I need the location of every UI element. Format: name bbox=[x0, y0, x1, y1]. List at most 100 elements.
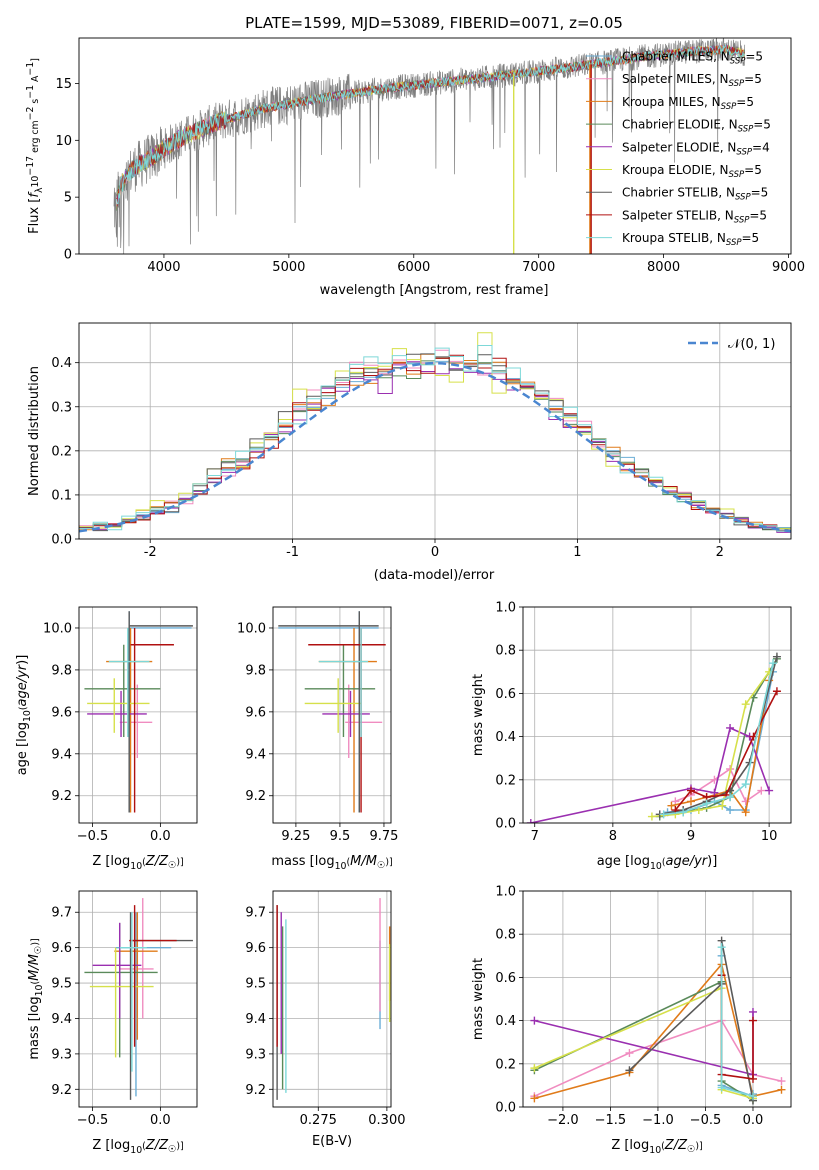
weight-marker bbox=[530, 1016, 539, 1025]
legend-label: Salpeter STELIB, NSSP=5 bbox=[622, 208, 767, 225]
age_weight-ytick-label: 0.8 bbox=[495, 644, 516, 659]
spectrum-panel: 4000 5000 6000 7000 8000 9000 0 5 10 15 Chabrier M… bbox=[25, 37, 805, 298]
weight-marker bbox=[659, 810, 668, 819]
weight-marker bbox=[679, 808, 688, 817]
spectrum-xtick-label: 6000 bbox=[397, 260, 430, 275]
z-weight-panel: −2.0 −1.5 −1.0 −0.5 0.0 0.0 0.2 0.4 0.6 0.8 1.0 Z [… bbox=[471, 885, 792, 1156]
ebv-mass-panel: 0.275 0.300 9.2 9.3 9.4 9.5 9.6 9.7 E(B-V) bbox=[245, 890, 405, 1149]
residuals-xtick-label: -2 bbox=[144, 545, 157, 560]
figure-title: PLATE=1599, MJD=53089, FIBERID=0071, z=0… bbox=[245, 14, 623, 32]
z_weight-frame: −2.0 −1.5 −1.0 −0.5 0.0 0.0 0.2 0.4 0.6 0.8 1.0 Z [… bbox=[471, 885, 792, 1156]
age_weight-xtick-label: 7 bbox=[531, 829, 539, 844]
z_age-xlabel: Z [log10(Z/Z☉)] bbox=[92, 854, 183, 872]
ebv_mass-frame: 0.275 0.300 9.2 9.3 9.4 9.5 9.6 9.7 E(B-V) bbox=[245, 890, 405, 1149]
weight-marker bbox=[772, 652, 781, 661]
residuals-xtick-label: -1 bbox=[286, 545, 299, 560]
weight-marker bbox=[741, 700, 750, 709]
weight-marker bbox=[741, 808, 750, 817]
residuals-xtick-label: 0 bbox=[431, 545, 439, 560]
weight-marker bbox=[625, 1066, 634, 1075]
legend-label: Kroupa ELODIE, NSSP=5 bbox=[622, 163, 762, 180]
spectrum-ytick-label: 0 bbox=[64, 248, 72, 263]
z_weight-xtick-label: 0.0 bbox=[743, 1113, 764, 1128]
weight-marker bbox=[686, 786, 695, 795]
z_weight-ytick-label: 0.6 bbox=[495, 971, 516, 986]
mass_age-plot bbox=[278, 611, 386, 813]
age_weight-xlabel: age [log10(age/yr)] bbox=[597, 854, 718, 872]
normal-reference-curve bbox=[79, 361, 791, 533]
spectrum-frame: 4000 5000 6000 7000 8000 9000 0 5 10 15 Chabrier M… bbox=[25, 37, 805, 298]
z-weight-ylabel: mass weight bbox=[471, 958, 486, 1040]
ebv_mass-xtick-label: 0.300 bbox=[368, 1113, 405, 1128]
legend-label: Chabrier STELIB, NSSP=5 bbox=[622, 186, 768, 203]
z_mass-frame: −0.5 0.0 9.2 9.3 9.4 9.5 9.6 9.7 Z [log10(Z/Z☉)]… bbox=[27, 890, 198, 1156]
weight-marker bbox=[748, 1007, 757, 1016]
weight-marker bbox=[741, 780, 750, 789]
z_age-xtick-label: −0.5 bbox=[77, 829, 109, 844]
z_mass-xtick-label: 0.0 bbox=[150, 1113, 171, 1128]
z_weight-ytick-label: 1.0 bbox=[495, 885, 516, 900]
spectrum-ytick-label: 15 bbox=[55, 77, 72, 92]
z_weight-xtick-label: −0.5 bbox=[690, 1113, 722, 1128]
mass_age-xtick-label: 9.25 bbox=[281, 829, 310, 844]
weight-marker bbox=[769, 659, 778, 668]
ebv_mass-ytick-label: 9.6 bbox=[245, 941, 266, 956]
z_mass-ytick-label: 9.6 bbox=[51, 941, 72, 956]
legend-label: Kroupa STELIB, NSSP=5 bbox=[622, 231, 759, 248]
z_weight-xtick-label: −2.0 bbox=[547, 1113, 579, 1128]
z_weight-xlabel: Z [log10(Z/Z☉)] bbox=[611, 1138, 702, 1156]
weight-marker bbox=[702, 799, 711, 808]
legend-label: Chabrier ELODIE, NSSP=5 bbox=[622, 118, 771, 135]
weight-marker bbox=[748, 1016, 757, 1025]
spectrum-ylabel: Flux [fλ10−17 erg cm−2 s−1 A−1] bbox=[25, 58, 45, 234]
mass_age-grid bbox=[273, 607, 391, 823]
mass_age-xtick-label: 9.75 bbox=[369, 829, 398, 844]
ebv_mass-plot bbox=[276, 898, 391, 1100]
ebv_mass-ytick-label: 9.2 bbox=[245, 1083, 266, 1098]
z_weight-frame-rect bbox=[522, 890, 792, 1108]
residual-histogram bbox=[79, 345, 791, 539]
z_weight-plot bbox=[530, 936, 786, 1105]
spectrum-xtick-label: 5000 bbox=[272, 260, 305, 275]
weight-marker bbox=[748, 1074, 757, 1083]
residuals-ytick-label: 0.3 bbox=[51, 400, 72, 415]
age_weight-xtick-label: 10 bbox=[761, 829, 778, 844]
legend-label: Salpeter MILES, NSSP=5 bbox=[622, 72, 762, 89]
ebv_mass-xtick-label: 0.275 bbox=[300, 1113, 337, 1128]
age_weight-xtick-label: 9 bbox=[687, 829, 695, 844]
weight-marker bbox=[772, 687, 781, 696]
weight-marker bbox=[530, 1094, 539, 1103]
z_mass-ylabel: mass [log10(M/M☉)] bbox=[27, 938, 45, 1059]
spectrum-ytick-label: 10 bbox=[55, 134, 72, 149]
z_age-ytick-label: 9.4 bbox=[51, 747, 72, 762]
weight-marker bbox=[625, 1049, 634, 1057]
z_age-ytick-label: 9.8 bbox=[51, 663, 72, 678]
z_mass-ytick-label: 9.2 bbox=[51, 1083, 72, 1098]
residuals-ytick-label: 0.2 bbox=[51, 444, 72, 459]
ebv_mass-grid bbox=[273, 891, 391, 1107]
z_mass-ytick-label: 9.3 bbox=[51, 1047, 72, 1062]
z_mass-xlabel: Z [log10(Z/Z☉)] bbox=[92, 1138, 183, 1156]
mass_age-ytick-label: 9.8 bbox=[245, 663, 266, 678]
spectrum-frame-rect bbox=[78, 37, 792, 255]
spectrum-xlabel: wavelength [Angstrom, rest frame] bbox=[320, 283, 549, 298]
residuals-xlabel: (data-model)/error bbox=[374, 568, 495, 583]
residuals-panel: -2 -1 0 1 2 0.0 0.1 0.2 0.3 0.4 𝒩(0, 1) (data-model… bbox=[27, 322, 792, 583]
weight-marker bbox=[694, 806, 703, 815]
mass_age-ytick-label: 9.4 bbox=[245, 747, 266, 762]
z_mass-grid bbox=[79, 891, 197, 1107]
age_weight-ytick-label: 0.6 bbox=[495, 687, 516, 702]
mass_age-frame-rect bbox=[272, 606, 392, 824]
ebv_mass-frame-rect bbox=[272, 890, 392, 1108]
spectrum-xtick-label: 7000 bbox=[522, 260, 555, 275]
z_mass-ytick-label: 9.4 bbox=[51, 1012, 72, 1027]
z_mass-plot bbox=[84, 898, 193, 1100]
ebv_mass-ytick-label: 9.7 bbox=[245, 906, 266, 921]
weight-marker bbox=[748, 1092, 757, 1101]
legend-label: Chabrier MILES, NSSP=5 bbox=[622, 50, 763, 67]
residuals-plot bbox=[79, 332, 791, 539]
age-weight-panel: 7 8 9 10 0.0 0.2 0.4 0.6 0.8 1.0 age [log10(age/yr… bbox=[471, 601, 792, 872]
z-mass-panel: −0.5 0.0 9.2 9.3 9.4 9.5 9.6 9.7 Z [log10(Z/Z☉)]… bbox=[27, 890, 198, 1156]
legend-label-normal: 𝒩(0, 1) bbox=[728, 337, 775, 352]
spectrum-xtick-label: 4000 bbox=[147, 260, 180, 275]
